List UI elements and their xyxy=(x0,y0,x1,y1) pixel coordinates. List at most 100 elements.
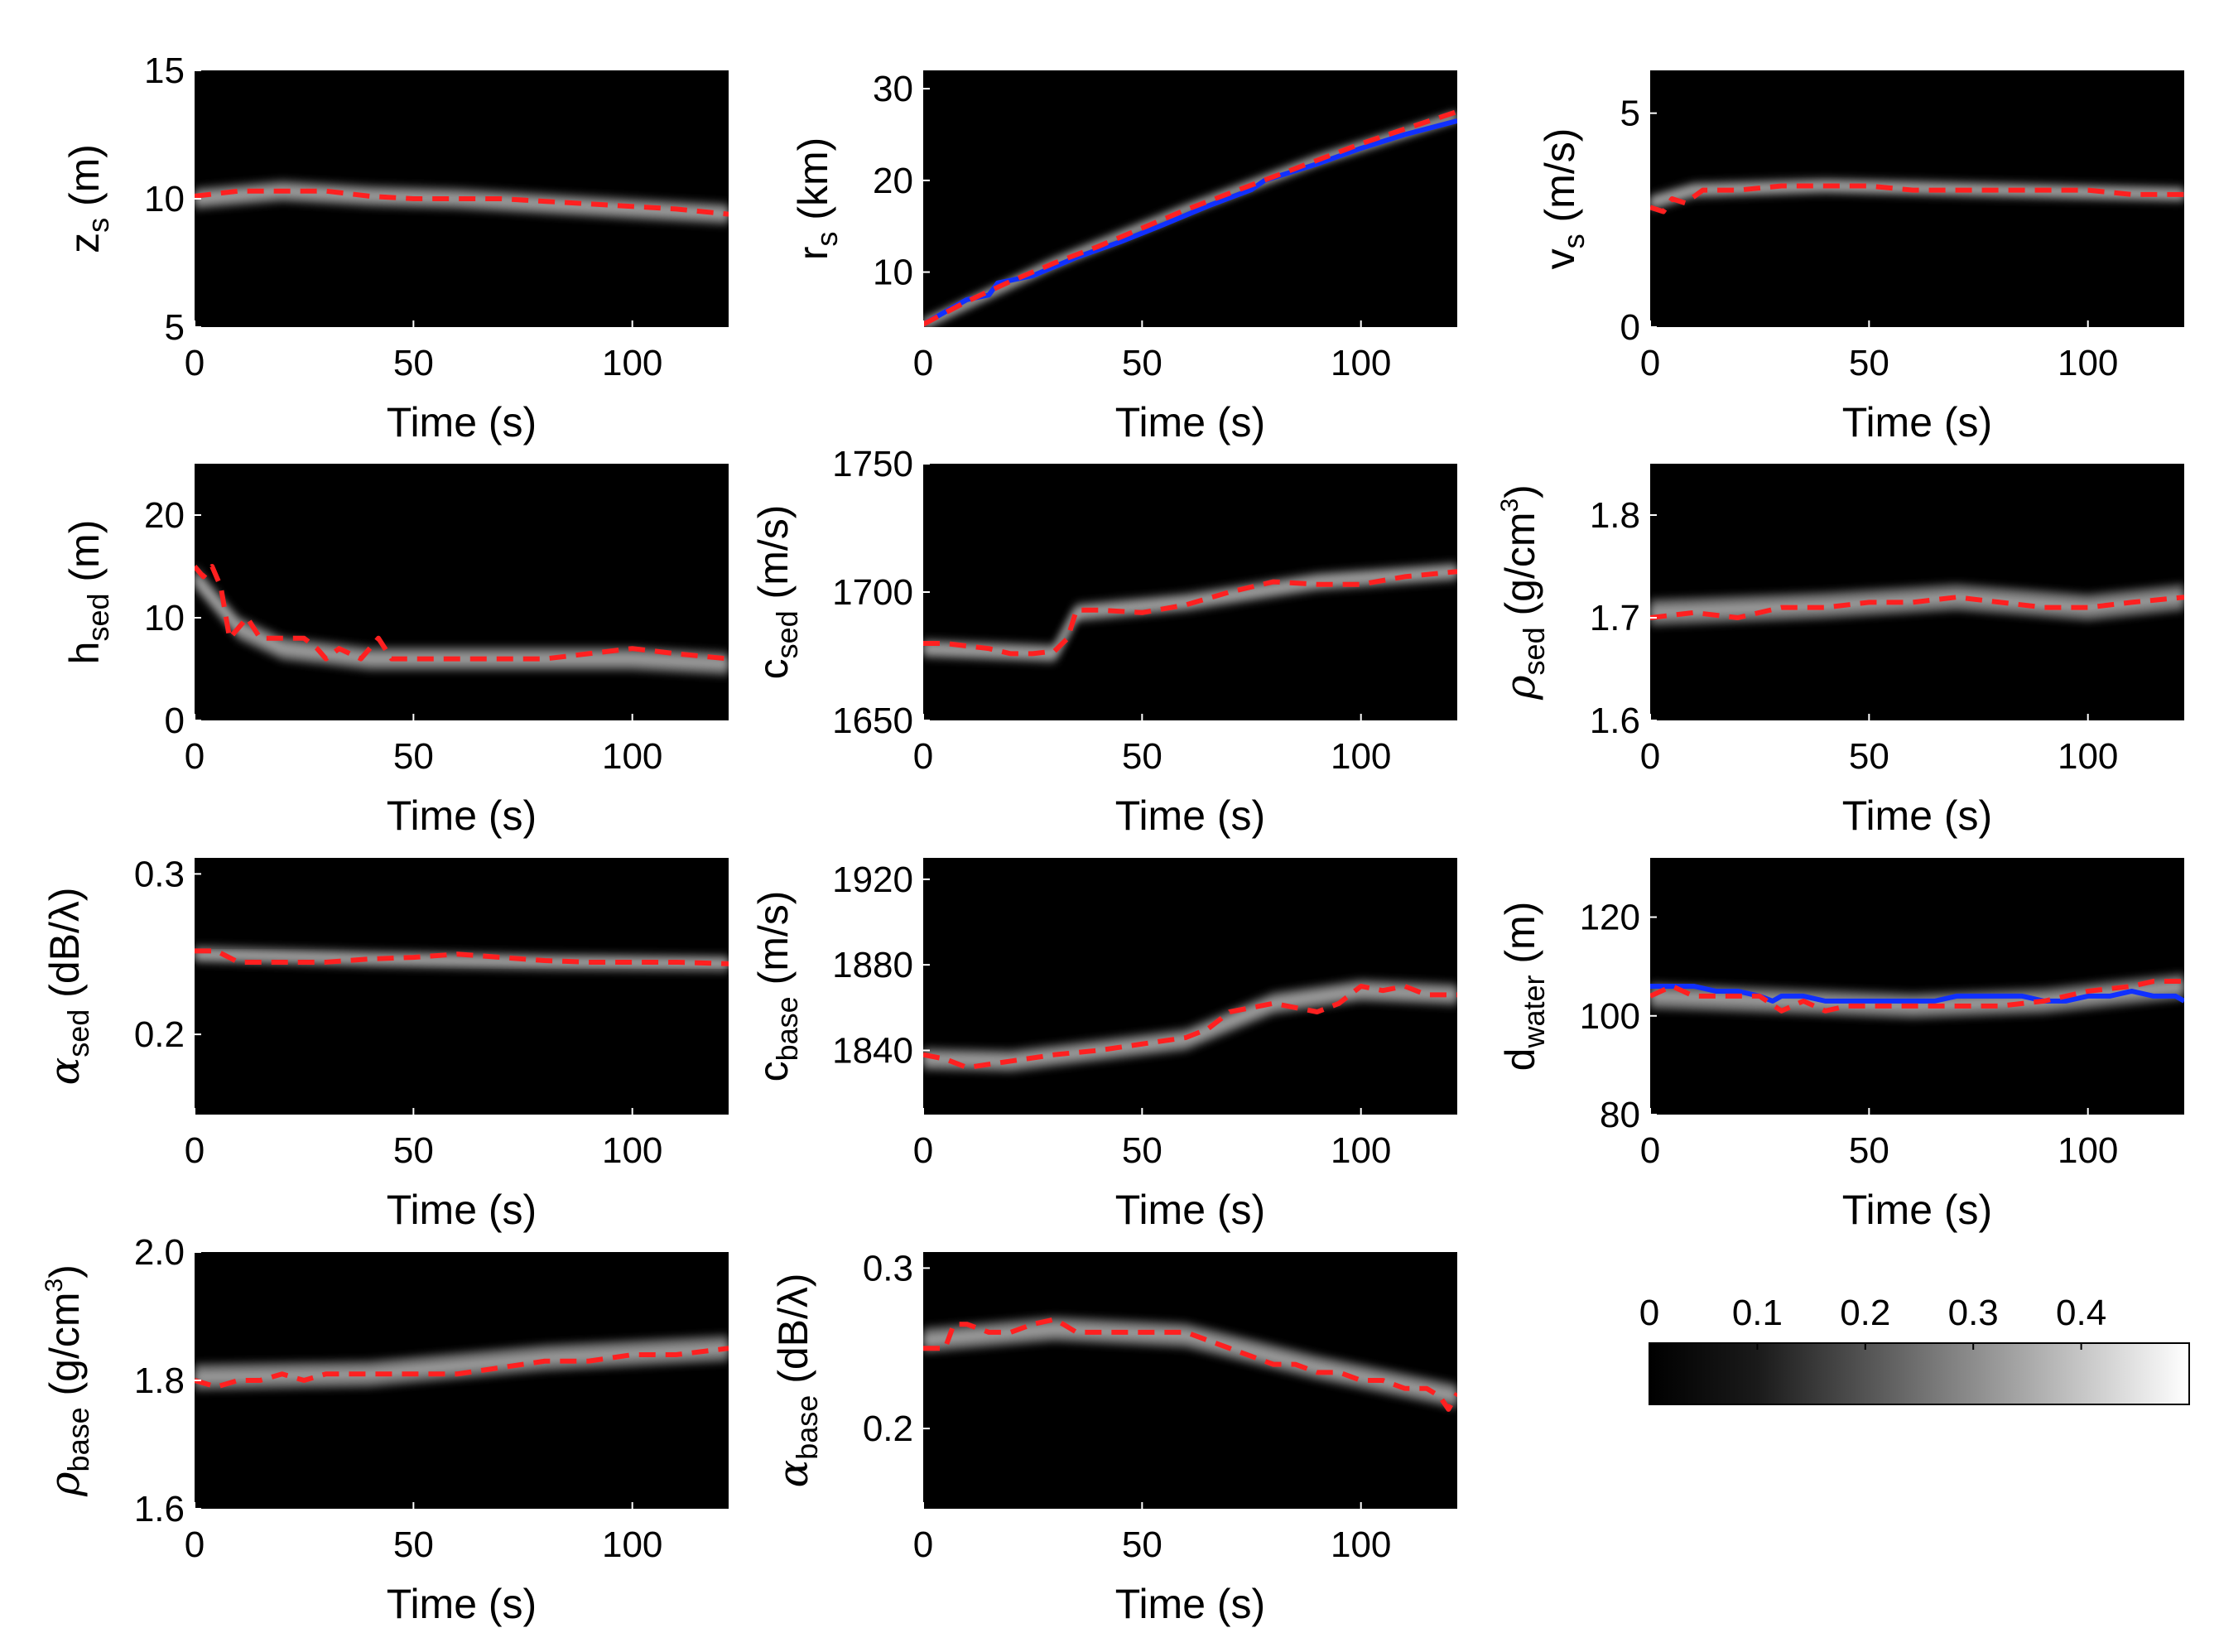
y-tick-label: 1.8 xyxy=(1590,495,1640,536)
y-axis-label: rs (km) xyxy=(790,137,844,261)
x-axis-label: Time (s) xyxy=(1842,1187,1992,1233)
x-axis-label: Time (s) xyxy=(1115,1187,1265,1233)
y-tick-label: 15 xyxy=(144,51,185,91)
x-tick-label: 0 xyxy=(1640,1130,1660,1171)
x-tick-label: 50 xyxy=(1122,343,1162,383)
panel-2: 0 50 100 10 20 30 Time (s) rs (km) xyxy=(790,69,1457,446)
x-tick-label: 0 xyxy=(913,1130,933,1171)
y-tick-label: 1650 xyxy=(832,701,913,741)
x-tick-label: 100 xyxy=(1331,736,1391,777)
plot-area xyxy=(195,858,729,1115)
truth-line xyxy=(1650,984,2184,1004)
x-axis-label: Time (s) xyxy=(1842,792,1992,839)
estimate-line xyxy=(195,188,729,217)
y-axis-label: vs (m/s) xyxy=(1537,128,1591,270)
x-tick-label: 50 xyxy=(393,1524,434,1565)
y-axis-label: csed (m/s) xyxy=(750,505,804,680)
x-tick-label: 0 xyxy=(185,343,205,383)
x-tick-label: 100 xyxy=(602,343,662,383)
panel-8: 0 50 100 1840 1880 1920 Time (s) cbase (m/s) xyxy=(750,858,1457,1233)
y-tick-label: 1.6 xyxy=(1590,701,1640,741)
x-tick-label: 100 xyxy=(2058,343,2118,383)
panel-10: 0 50 100 1.6 1.8 2.0 Time (s) ρbase (g/cm3) xyxy=(41,1232,729,1627)
posterior-ridge xyxy=(923,1327,1457,1399)
x-axis-label: Time (s) xyxy=(1842,399,1992,446)
posterior-band xyxy=(1650,584,2184,626)
y-axis-label: αbase (dB/λ) xyxy=(769,1273,824,1487)
estimate-line xyxy=(923,569,1457,657)
x-tick-label: 0 xyxy=(1640,736,1660,777)
x-tick-label: 50 xyxy=(1122,1130,1162,1171)
colorbar: 0 0.1 0.2 0.3 0.4 xyxy=(1639,1293,2190,1405)
x-tick-label: 0 xyxy=(913,736,933,777)
y-tick-label: 1750 xyxy=(832,444,913,484)
posterior-band xyxy=(923,1317,1457,1409)
y-tick-label: 20 xyxy=(873,161,913,201)
estimate-line xyxy=(1650,183,2184,214)
x-tick-label: 50 xyxy=(1849,1130,1889,1171)
y-tick-label: 10 xyxy=(144,598,185,638)
y-tick-label: 80 xyxy=(1600,1095,1640,1135)
x-axis-label: Time (s) xyxy=(1115,1581,1265,1627)
x-axis-label: Time (s) xyxy=(387,399,537,446)
y-axis-label: ρsed (g/cm3) xyxy=(1496,484,1551,701)
y-tick-label: 30 xyxy=(873,69,913,109)
estimate-line xyxy=(1650,979,2184,1014)
x-tick-label: 50 xyxy=(1122,1524,1162,1565)
x-axis-label: Time (s) xyxy=(387,1581,537,1627)
y-axis-label: ρbase (g/cm3) xyxy=(41,1264,95,1497)
posterior-ridge xyxy=(923,988,1457,1063)
y-tick-label: 10 xyxy=(873,253,913,293)
panel-6: 0 50 100 1.6 1.7 1.8 Time (s) ρsed (g/cm3) xyxy=(1496,464,2184,839)
posterior-ridge xyxy=(1650,595,2184,615)
posterior-ridge xyxy=(195,575,729,667)
x-tick-label: 50 xyxy=(1849,736,1889,777)
estimate-line xyxy=(923,1317,1457,1412)
y-tick-label: 5 xyxy=(1620,94,1640,134)
y-tick-label: 100 xyxy=(1580,996,1640,1037)
colorbar-tick-label: 0 xyxy=(1639,1293,1659,1333)
panel-11: 0 50 100 0.2 0.3 Time (s) αbase (dB/λ) xyxy=(769,1248,1457,1627)
x-tick-label: 50 xyxy=(393,343,434,383)
x-tick-label: 50 xyxy=(393,1130,434,1171)
y-axis-label: αsed (dB/λ) xyxy=(41,887,95,1085)
y-tick-label: 0 xyxy=(1620,307,1640,348)
panel-5: 0 50 100 1650 1700 1750 Time (s) csed (m/s) xyxy=(750,444,1457,839)
panel-9: 0 50 100 80 100 120 Time (s) dwater (m) xyxy=(1497,858,2184,1233)
y-tick-label: 2.0 xyxy=(134,1232,185,1273)
panel-1: 0 50 100 5 10 15 Time (s) zs (m) xyxy=(61,51,729,446)
panel-3: 0 50 100 0 5 Time (s) vs (m/s) xyxy=(1537,70,2184,446)
x-tick-label: 100 xyxy=(2058,736,2118,777)
x-tick-label: 0 xyxy=(1640,343,1660,383)
colorbar-bar xyxy=(1649,1342,2190,1405)
y-axis-label: zs (m) xyxy=(61,144,115,253)
y-tick-label: 120 xyxy=(1580,898,1640,938)
panel-7: 0 50 100 0.2 0.3 Time (s) αsed (dB/λ) xyxy=(41,854,729,1233)
x-tick-label: 100 xyxy=(1331,343,1391,383)
x-tick-label: 0 xyxy=(913,343,933,383)
colorbar-tick-label: 0.2 xyxy=(1840,1293,1890,1333)
x-tick-label: 100 xyxy=(2058,1130,2118,1171)
y-tick-label: 20 xyxy=(144,495,185,536)
x-tick-label: 50 xyxy=(393,736,434,777)
posterior-ridge xyxy=(195,951,729,966)
y-tick-label: 0.2 xyxy=(863,1409,913,1449)
x-tick-label: 50 xyxy=(1122,736,1162,777)
estimate-line xyxy=(195,1346,729,1390)
estimate-line xyxy=(923,984,1457,1071)
posterior-band xyxy=(923,562,1457,663)
posterior-band xyxy=(195,565,729,676)
colorbar-tick-label: 0.3 xyxy=(1948,1293,1999,1333)
x-tick-label: 0 xyxy=(185,1524,205,1565)
plot-area xyxy=(195,464,729,720)
x-tick-label: 50 xyxy=(1849,343,1889,383)
posterior-band xyxy=(923,980,1457,1072)
x-tick-label: 100 xyxy=(602,1130,662,1171)
x-tick-label: 0 xyxy=(185,1130,205,1171)
y-tick-label: 1840 xyxy=(832,1031,913,1072)
y-tick-label: 1880 xyxy=(832,945,913,985)
y-tick-label: 0 xyxy=(165,701,185,741)
estimate-line xyxy=(195,948,729,966)
y-tick-label: 1920 xyxy=(832,860,913,900)
